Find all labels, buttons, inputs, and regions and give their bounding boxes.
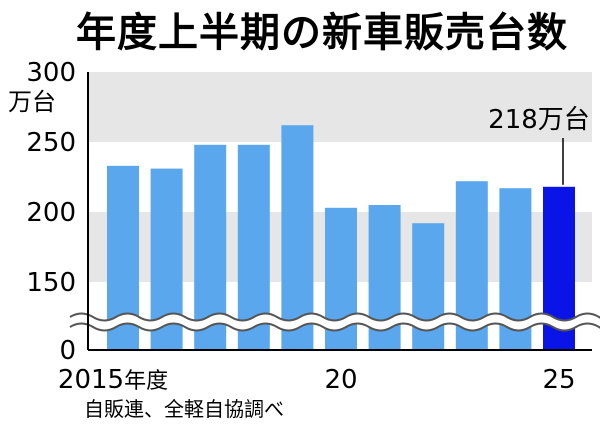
axis-break-line-lower: [69, 322, 600, 332]
x-tick-label: 2015年度: [58, 365, 168, 395]
bar-annotation: 218万台: [488, 105, 590, 135]
x-tick-labels: 2015年度 20 25: [58, 365, 576, 395]
chart-title: 年度上半期の新車販売台数: [76, 10, 568, 56]
y-tick-label: 150: [26, 268, 76, 298]
x-tick-label: 20: [324, 365, 357, 395]
grid-band: [88, 72, 592, 142]
y-tick-label: 250: [26, 128, 76, 158]
x-tick-label: 25: [542, 365, 575, 395]
source-note: 自販連、全軽自協調べ: [84, 397, 284, 421]
y-tick-label: 300: [26, 58, 76, 88]
y-tick-label: 0: [59, 336, 76, 366]
y-unit-label: 万台: [8, 88, 56, 116]
axis-break-gap: [67, 313, 600, 331]
axis-break-line-upper: [69, 312, 600, 322]
axis-break: [67, 312, 600, 332]
bar: [281, 125, 314, 350]
y-tick-labels: 0 150 200 250 300: [26, 58, 76, 366]
y-tick-label: 200: [26, 198, 76, 228]
